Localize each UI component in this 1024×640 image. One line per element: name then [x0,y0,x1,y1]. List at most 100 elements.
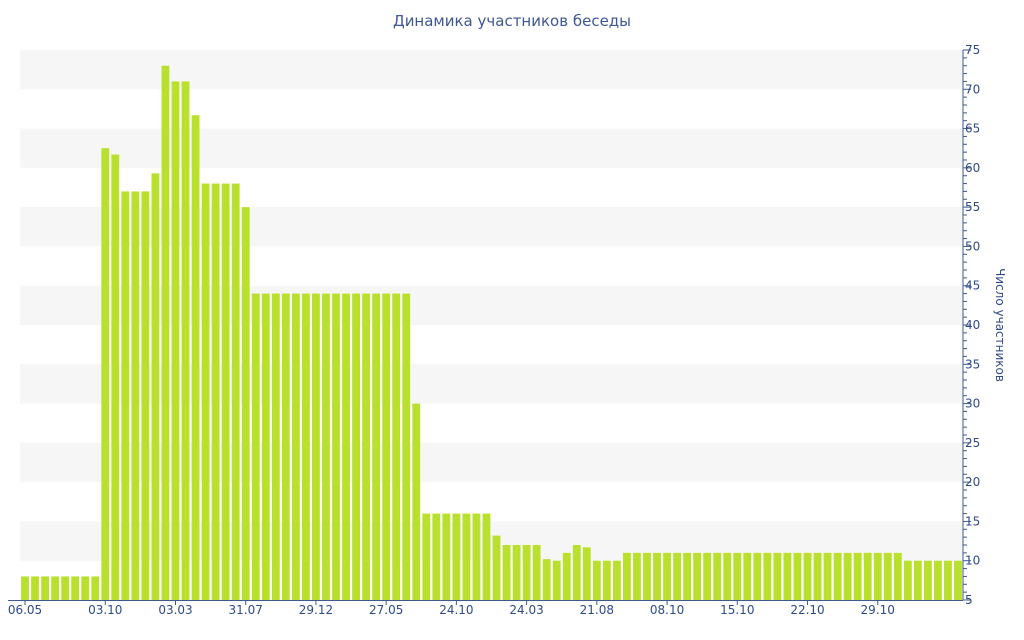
bar [934,560,942,600]
bar [271,293,280,600]
bar [633,552,641,600]
bar [913,560,922,600]
bar [161,65,170,600]
bar [923,560,932,600]
y-tick-label: 20 [965,475,980,489]
grid-band [20,521,963,561]
bar [552,560,561,600]
bar [101,148,110,600]
bar [713,552,722,600]
bar [673,552,681,600]
bar [382,293,391,600]
bar [322,293,330,600]
bar [873,552,882,600]
bar [422,513,431,600]
bar [653,552,661,600]
bar [31,576,39,600]
y-tick-label: 25 [965,436,980,450]
x-tick-label: 29.12 [299,603,333,617]
bar [141,191,150,600]
y-tick-label: 65 [965,122,980,136]
bar [753,552,762,600]
bar [592,560,601,600]
bar [131,191,140,600]
bar [91,576,100,600]
bar [21,576,29,600]
y-axis-title: Число участников [993,268,1007,382]
bar [803,552,812,600]
x-tick-label: 21.08 [580,603,614,617]
y-tick-label: 70 [965,82,980,96]
bar [542,559,551,600]
bar [602,560,611,600]
x-tick-label: 24.10 [439,603,473,617]
bar [512,545,521,600]
bar [151,173,160,601]
grid-band [20,442,963,483]
y-tick-label: 75 [965,43,980,57]
bar [693,552,702,600]
bar [342,293,350,600]
grid-band [20,285,963,325]
bar [833,552,842,600]
bar [392,293,401,600]
bar [793,552,802,600]
bar [241,207,250,600]
bar [582,547,591,600]
x-tick-label: 27.05 [369,603,403,617]
x-tick-label: 03.10 [88,603,122,617]
grid-bands [20,50,963,561]
bar [211,183,220,600]
bar [623,552,631,600]
bar [261,293,270,600]
bar [703,552,712,600]
x-tick-label: 08.10 [650,603,684,617]
grid-band [20,207,963,247]
x-tick-label: 15.10 [720,603,754,617]
grid-band [20,128,963,168]
y-tick-label: 50 [965,239,980,253]
bar [683,552,692,600]
x-tick-label: 06.05 [8,603,42,617]
bar [843,552,852,600]
bar [954,560,962,600]
bar [813,552,822,600]
bar [251,293,260,600]
y-tick-label: 45 [965,279,980,293]
bar [482,513,491,600]
bar [402,293,411,600]
y-tick-label: 15 [965,514,980,528]
bar [442,513,451,600]
bar [522,545,531,600]
bar [492,535,501,600]
bar [502,545,511,600]
bar [221,183,230,600]
bar [51,576,60,600]
bar-series [21,65,962,601]
bar [231,183,240,600]
bar [723,552,732,600]
y-tick-label: 60 [965,161,980,175]
bar [111,154,120,600]
bar [863,552,872,600]
bar [743,552,752,600]
bar [733,552,742,600]
bar [893,552,902,600]
y-tick-label: 55 [965,200,980,214]
bar [903,560,912,600]
y-tick-label: 5 [965,593,973,607]
bar [302,293,310,600]
bar [663,552,671,600]
bar [783,552,792,600]
bar [773,552,782,600]
bar [181,81,190,601]
bar [71,576,80,600]
bar [883,552,892,600]
x-tick-label: 03.03 [158,603,192,617]
bar [362,293,371,600]
bar [853,552,862,600]
bar [41,576,49,600]
y-tick-label: 35 [965,357,980,371]
x-tick-label: 24.03 [509,603,543,617]
